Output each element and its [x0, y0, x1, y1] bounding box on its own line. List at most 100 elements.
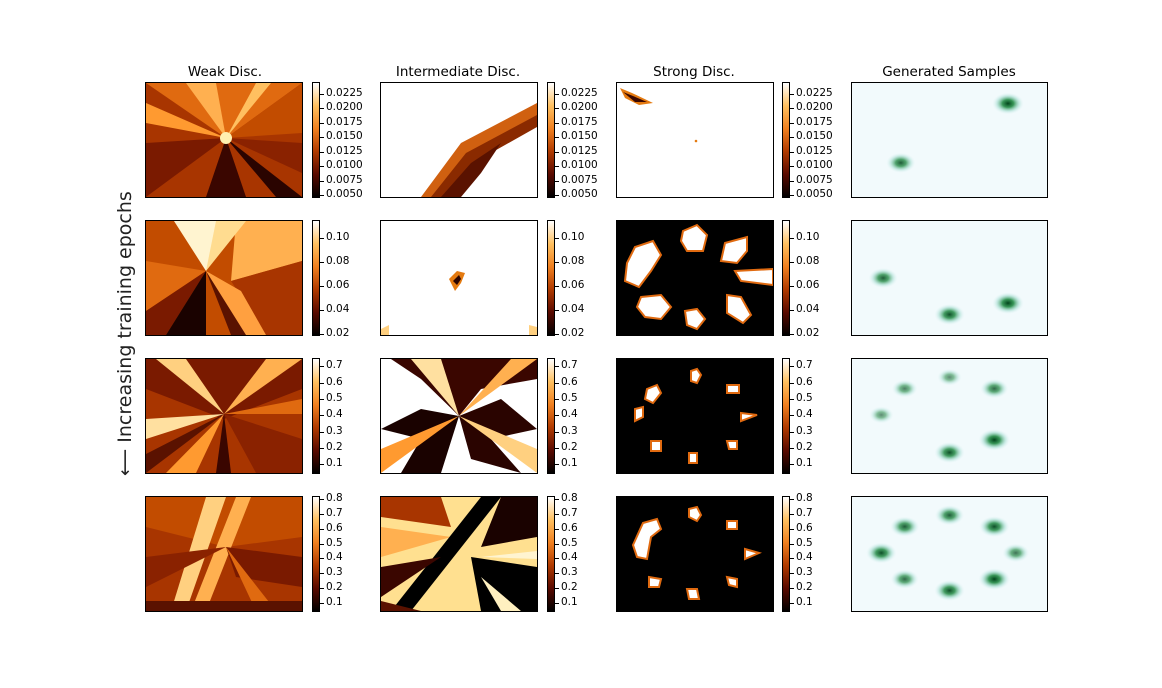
- colorbar-tickmark: [320, 366, 324, 367]
- colorbar-tick-label: 0.3: [796, 566, 813, 578]
- colorbar-tick-label: 0.0225: [796, 87, 833, 99]
- colorbar-tickmark: [555, 383, 559, 384]
- colorbar-tickmark: [320, 448, 324, 449]
- colorbar-tick-label: 0.7: [326, 507, 343, 519]
- sample-mode: [992, 92, 1024, 115]
- colorbar-tick-label: 0.5: [796, 537, 813, 549]
- samples-svg-row1: [852, 83, 1047, 197]
- colorbar-tick-label: 0.4: [796, 551, 813, 563]
- sample-mode: [992, 292, 1024, 315]
- colorbar-tick-label: 0.7: [326, 359, 343, 371]
- colorbar-tickmark: [790, 123, 794, 124]
- colorbar-tick-label: 0.5: [796, 392, 813, 404]
- heatmap-strong-row2: [616, 220, 774, 336]
- colorbar-tick-label: 0.7: [561, 507, 578, 519]
- colorbar-tickmark: [555, 529, 559, 530]
- colorbar-tick-label: 0.7: [561, 359, 578, 371]
- colorbar-tick-label: 0.6: [326, 522, 343, 534]
- colorbar-tickmark: [790, 334, 794, 335]
- colorbar-row2-col1: [312, 220, 320, 336]
- colorbar-row4-col2: [547, 496, 555, 612]
- colorbar-tickmark: [320, 262, 324, 263]
- colorbar-row1-col3: [782, 82, 790, 198]
- sample-mode: [1002, 543, 1030, 563]
- colorbar-tick-label: 0.5: [326, 537, 343, 549]
- colorbar-tickmark: [320, 94, 324, 95]
- colorbar-tickmark: [320, 238, 324, 239]
- colorbar-tick-label: 0.0225: [561, 87, 598, 99]
- sample-mode: [978, 568, 1011, 591]
- colorbar-tick-label: 0.1: [796, 596, 813, 608]
- colorbar-row3-col2: [547, 358, 555, 474]
- colorbar-tick-label: 0.06: [326, 279, 350, 291]
- colorbar-tickmark: [555, 181, 559, 182]
- col-title-strong: Strong Disc.: [653, 64, 735, 80]
- col-title-intermediate: Intermediate Disc.: [395, 64, 521, 80]
- col-title-generated: Generated Samples: [882, 64, 1016, 80]
- colorbar-tick-label: 0.6: [326, 376, 343, 388]
- colorbar-tickmark: [320, 558, 324, 559]
- colorbar-tickmark: [790, 286, 794, 287]
- colorbar-row2-col3: [782, 220, 790, 336]
- colorbar-tickmark: [320, 499, 324, 500]
- colorbar-tickmark: [320, 464, 324, 465]
- colorbar-tick-label: 0.1: [326, 596, 343, 608]
- colorbar-tickmark: [555, 334, 559, 335]
- colorbar-tick-label: 0.1: [561, 457, 578, 469]
- heatmap-intermediate-row1: [380, 82, 538, 198]
- heatmap-weak-row1: [145, 82, 303, 198]
- colorbar-tick-label: 0.08: [326, 255, 350, 267]
- colorbar-tick-label: 0.10: [326, 231, 350, 243]
- colorbar-row1-col2: [547, 82, 555, 198]
- colorbar-tick-label: 0.10: [561, 231, 585, 243]
- colorbar-tick-label: 0.0075: [796, 174, 833, 186]
- colorbar-tick-label: 0.04: [796, 303, 820, 315]
- colorbar-tickmark: [555, 286, 559, 287]
- colorbar-tick-label: 0.3: [326, 425, 343, 437]
- colorbar-tick-label: 0.7: [796, 507, 813, 519]
- colorbar-tickmark: [320, 415, 324, 416]
- colorbar-tickmark: [790, 152, 794, 153]
- colorbar-tick-label: 0.0125: [561, 145, 598, 157]
- colorbar-tick-label: 0.3: [561, 425, 578, 437]
- colorbar-tick-label: 0.3: [326, 566, 343, 578]
- colorbar-tick-label: 0.0150: [796, 130, 833, 142]
- colorbar-tick-label: 0.0225: [326, 87, 363, 99]
- colorbar-tick-label: 0.4: [561, 408, 578, 420]
- colorbar-tick-label: 0.0075: [561, 174, 598, 186]
- heatmap-strong-row4: [616, 496, 774, 612]
- colorbar-tickmark: [555, 137, 559, 138]
- colorbar-tick-label: 0.6: [796, 376, 813, 388]
- colorbar-tickmark: [320, 573, 324, 574]
- colorbar-tickmark: [790, 399, 794, 400]
- colorbar-tickmark: [320, 514, 324, 515]
- colorbar-tickmark: [320, 195, 324, 196]
- colorbar-tickmark: [555, 152, 559, 153]
- colorbar-tickmark: [320, 603, 324, 604]
- samples-row3: [851, 358, 1048, 474]
- colorbar-tick-label: 0.6: [561, 522, 578, 534]
- colorbar-tick-label: 0.1: [326, 457, 343, 469]
- colorbar-tickmark: [790, 448, 794, 449]
- colorbar-tick-label: 0.0150: [326, 130, 363, 142]
- heatmap-weak-row2: [145, 220, 303, 336]
- sample-mode: [978, 428, 1011, 451]
- colorbar-tickmark: [555, 464, 559, 465]
- heatmap-strong-row3: [616, 358, 774, 474]
- colorbar-tick-label: 0.10: [796, 231, 820, 243]
- sample-mode: [937, 368, 962, 386]
- colorbar-tick-label: 0.0175: [796, 116, 833, 128]
- colorbar-tick-label: 0.0100: [561, 159, 598, 171]
- colorbar-tickmark: [555, 432, 559, 433]
- colorbar-tick-label: 0.0175: [561, 116, 598, 128]
- colorbar-tick-label: 0.6: [796, 522, 813, 534]
- colorbar-tick-label: 0.0200: [326, 101, 363, 113]
- colorbar-tick-label: 0.2: [326, 581, 343, 593]
- sample-mode: [865, 542, 897, 564]
- colorbar-tickmark: [320, 588, 324, 589]
- samples-row1: [851, 82, 1048, 198]
- colorbar-tick-label: 0.5: [561, 392, 578, 404]
- colorbar-tickmark: [790, 603, 794, 604]
- colorbar-tickmark: [790, 544, 794, 545]
- heatmap-strong-row1: [616, 82, 774, 198]
